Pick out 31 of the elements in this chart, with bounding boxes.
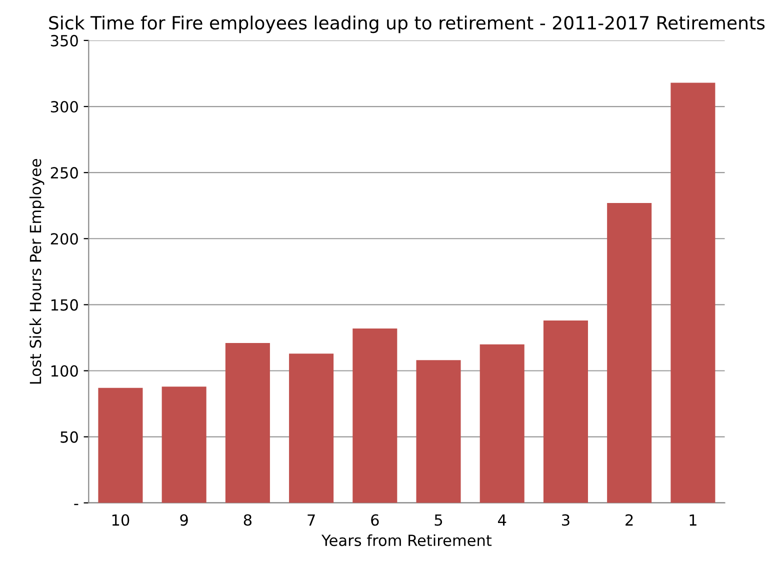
y-tick-label: - [74,504,78,506]
bar [670,82,716,503]
bar [225,343,270,503]
y-tick-label: 150 [51,299,78,311]
x-tick-label: 2 [626,514,633,526]
x-tick-label: 5 [434,514,442,526]
y-tick-label: 300 [50,100,78,113]
bar [416,360,461,503]
y-tick-label: 350 [50,34,78,46]
y-tick-label: 100 [51,365,78,377]
x-tick-label: 3 [562,514,570,526]
bar [98,388,143,503]
x-axis-title: Years from Retirement [321,534,492,546]
bar [162,386,206,503]
x-tick-label: 8 [244,514,252,526]
y-tick-label: 200 [50,233,78,245]
x-tick-label: 7 [308,514,315,526]
y-tick-label: 250 [50,167,78,179]
y-tick-label: 50 [60,431,78,443]
x-tick-label: 4 [498,514,506,526]
bar [543,320,588,503]
bar [289,354,334,503]
x-tick-label: 10 [112,514,130,526]
bar [352,328,398,503]
x-tick-label: 6 [371,514,379,526]
bar [607,202,652,503]
bar [480,344,524,503]
y-axis-title: Lost Sick Hours Per Employee [29,159,44,384]
x-tick-label: 9 [180,514,188,526]
chart-title: Sick Time for Fire employees leading up to retirement - 2011-2017 Retirements [49,16,765,34]
x-tick-label: 1 [690,514,696,526]
